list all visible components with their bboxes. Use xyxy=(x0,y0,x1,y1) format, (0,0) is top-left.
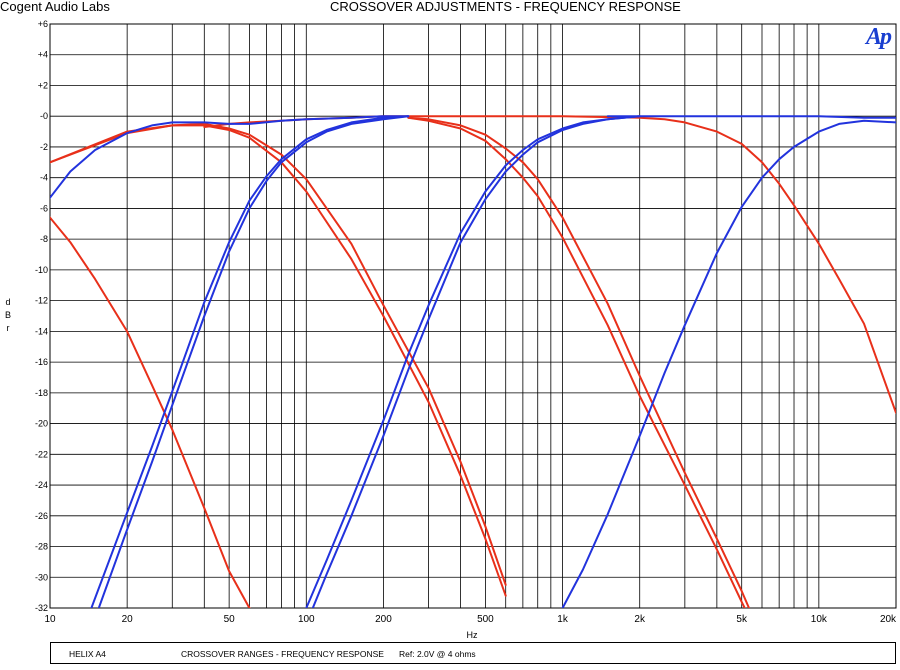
y-tick-label: -2 xyxy=(40,142,48,152)
y-tick-label: -30 xyxy=(35,572,48,582)
y-tick-label: -8 xyxy=(40,234,48,244)
response-curve-red-1 xyxy=(50,124,507,597)
y-tick-label: -4 xyxy=(40,173,48,183)
y-tick-label: +2 xyxy=(38,80,48,90)
response-curve-blue-11 xyxy=(305,115,641,608)
y-tick-label: -22 xyxy=(35,449,48,459)
footer-description: CROSSOVER RANGES - FREQUENCY RESPONSE xyxy=(181,649,384,659)
response-curve-blue-14 xyxy=(606,115,896,119)
y-tick-label: -0 xyxy=(40,111,48,121)
ap-logo-icon: Ap xyxy=(866,24,892,50)
x-tick-label: 50 xyxy=(224,614,236,625)
y-tick-label: -24 xyxy=(35,480,48,490)
y-tick-label: -12 xyxy=(35,296,48,306)
response-curve-red-7 xyxy=(427,115,896,414)
x-tick-label: 1k xyxy=(557,614,569,625)
x-tick-label: 20k xyxy=(880,614,897,625)
response-curve-blue-10 xyxy=(90,115,410,608)
footer-device: HELIX A4 xyxy=(69,649,106,659)
response-curve-blue-9 xyxy=(97,115,410,608)
response-curve-blue-12 xyxy=(311,115,641,608)
response-curve-blue-13 xyxy=(561,119,896,608)
y-tick-label: +6 xyxy=(38,19,48,29)
y-axis-label-d: d xyxy=(5,297,10,307)
y-tick-label: -16 xyxy=(35,357,48,367)
chart-title: CROSSOVER ADJUSTMENTS - FREQUENCY RESPON… xyxy=(330,0,681,14)
plot-frame xyxy=(49,23,897,609)
x-tick-label: 5k xyxy=(736,614,748,625)
x-tick-label: 10k xyxy=(811,614,828,625)
x-tick-label: 20 xyxy=(122,614,134,625)
y-tick-label: -26 xyxy=(35,511,48,521)
chart-curves xyxy=(50,115,896,608)
footer-info-box: HELIX A4 CROSSOVER RANGES - FREQUENCY RE… xyxy=(50,642,896,664)
x-tick-label: 2k xyxy=(634,614,646,625)
x-tick-label: 500 xyxy=(477,614,494,625)
y-tick-label: -6 xyxy=(40,203,48,213)
response-curve-red-5 xyxy=(407,116,746,608)
response-curve-red-3 xyxy=(50,216,251,608)
response-curve-red-6 xyxy=(407,116,751,608)
x-tick-label: 10 xyxy=(44,614,56,625)
x-axis-label: Hz xyxy=(467,630,478,640)
y-tick-label: -32 xyxy=(35,603,48,613)
footer-reference: Ref: 2.0V @ 4 ohms xyxy=(399,649,476,659)
y-tick-label: -28 xyxy=(35,542,48,552)
response-curve-blue-8 xyxy=(50,115,410,199)
y-tick-labels: +6 +4 +2 -0 -2 -4 -6 -8 -10 -12 -14 -16 -18 -20 -22 -24… xyxy=(35,19,48,613)
x-tick-label: 100 xyxy=(298,614,315,625)
chart-grid xyxy=(49,23,897,609)
x-tick-labels: 10 20 50 100 200 500 1k 2k 5k 10k 20k xyxy=(44,614,897,625)
y-tick-label: -18 xyxy=(35,388,48,398)
company-name: Cogent Audio Labs xyxy=(0,0,110,14)
y-tick-label: +4 xyxy=(38,50,48,60)
y-axis-label-r: r xyxy=(7,323,10,333)
y-axis-label-b: B xyxy=(5,310,11,320)
y-tick-label: -14 xyxy=(35,326,48,336)
x-tick-label: 200 xyxy=(375,614,392,625)
y-tick-label: -10 xyxy=(35,265,48,275)
response-curve-red-2 xyxy=(50,122,507,586)
y-tick-label: -20 xyxy=(35,419,48,429)
